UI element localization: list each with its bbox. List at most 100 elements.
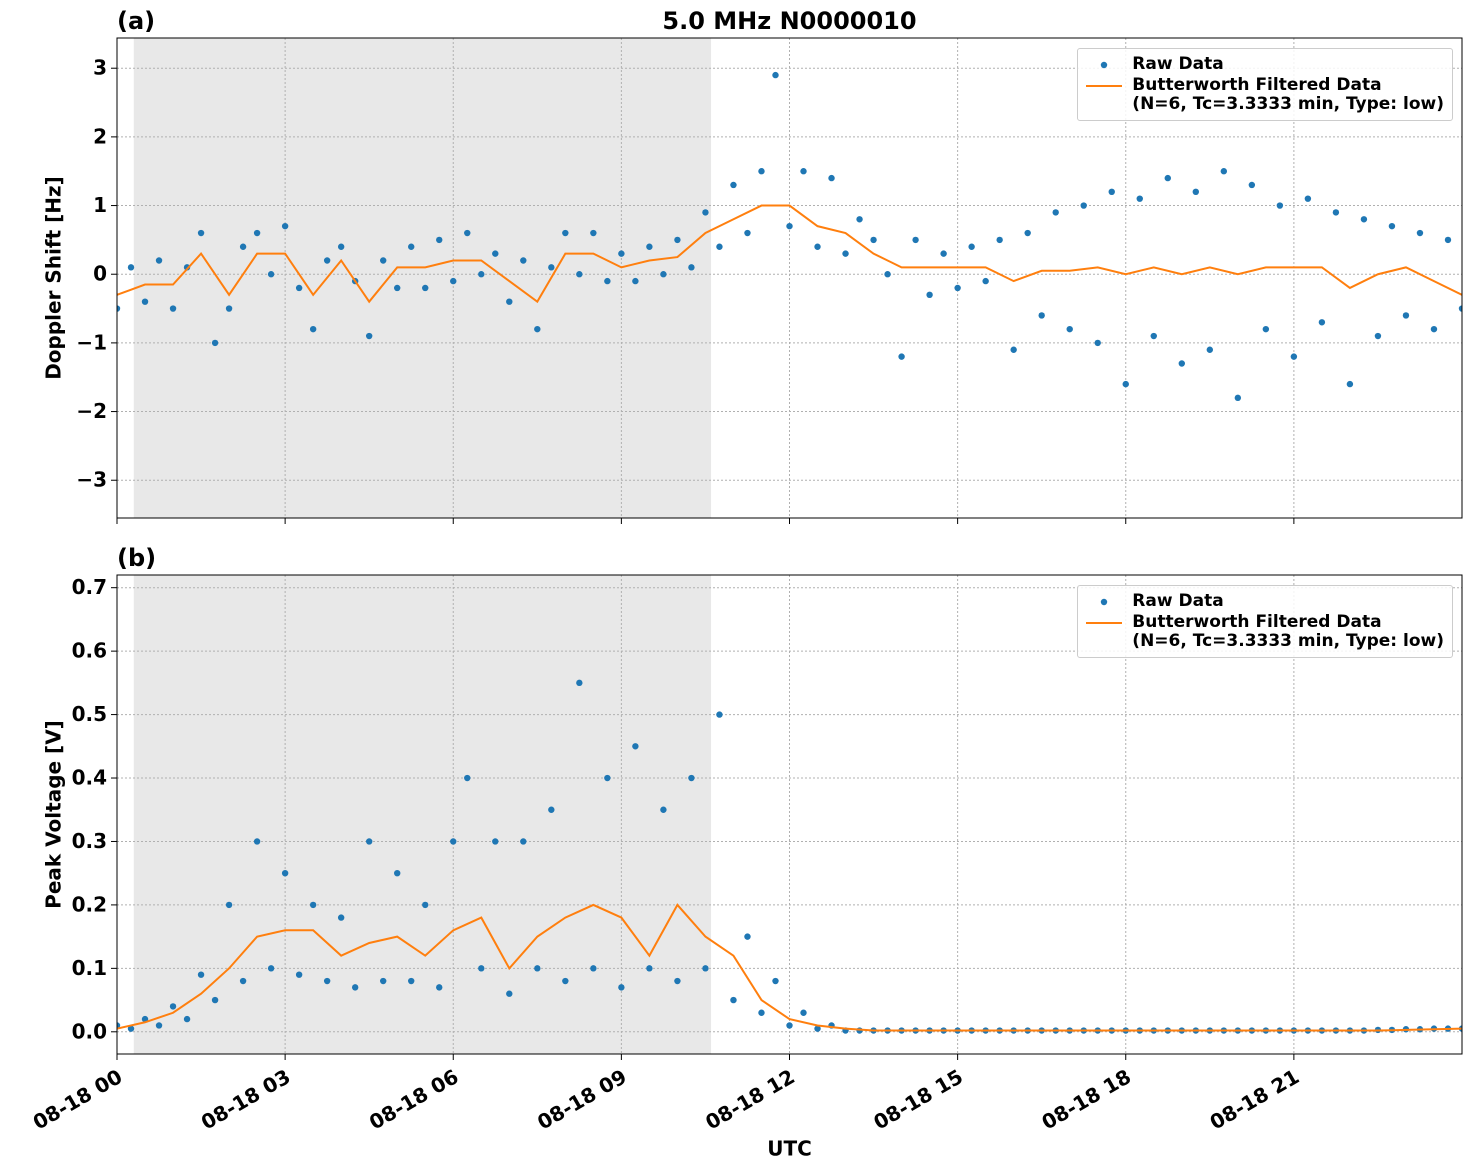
raw-point	[155, 257, 163, 264]
raw-point	[660, 806, 667, 813]
raw-point	[408, 243, 415, 250]
x-tick-label: 08-18 03	[197, 1064, 295, 1134]
raw-point	[239, 243, 247, 250]
raw-point	[225, 305, 233, 312]
raw-point	[520, 838, 527, 845]
legend: Raw Data Butterworth Filtered Data (N=6, …	[1077, 585, 1453, 658]
raw-point	[281, 869, 289, 877]
y-tick-label: −2	[76, 399, 107, 423]
legend: Raw Data Butterworth Filtered Data (N=6, …	[1077, 48, 1453, 121]
raw-point	[450, 277, 457, 285]
raw-point	[450, 838, 457, 845]
raw-point	[253, 229, 261, 237]
raw-point	[842, 250, 849, 257]
raw-point	[702, 209, 709, 216]
legend-key	[1101, 61, 1108, 69]
raw-point	[772, 977, 779, 985]
raw-point	[183, 264, 191, 271]
raw-point	[926, 291, 933, 299]
raw-point	[618, 250, 625, 257]
raw-point	[828, 174, 835, 182]
filtered-line	[117, 903, 1462, 1032]
raw-point	[365, 332, 373, 340]
legend-label: Raw Data	[1132, 54, 1224, 74]
y-tick-label: 0.2	[72, 892, 107, 916]
raw-point	[688, 774, 695, 782]
y-tick-label: −1	[76, 330, 107, 354]
raw-point	[422, 901, 429, 909]
raw-point	[716, 243, 723, 250]
raw-point	[183, 1015, 191, 1023]
raw-point	[225, 901, 233, 909]
raw-point	[590, 965, 597, 972]
raw-point	[464, 774, 471, 782]
legend-label: Butterworth Filtered Data (N=6, Tc=3.333…	[1132, 75, 1444, 114]
raw-point	[562, 977, 569, 985]
raw-point	[884, 271, 891, 278]
raw-point	[323, 977, 331, 985]
x-tick-label: 08-18 21	[1206, 1064, 1304, 1134]
y-tick-label: 0.0	[72, 1019, 107, 1043]
legend-entry: Butterworth Filtered Data (N=6, Tc=3.333…	[1086, 613, 1444, 651]
raw-point	[379, 977, 387, 985]
raw-point	[562, 229, 569, 237]
raw-point	[786, 222, 793, 230]
shaded-region	[133, 38, 712, 518]
raw-point	[1136, 195, 1143, 202]
axes-frame	[116, 574, 1463, 1055]
raw-point	[968, 243, 975, 250]
raw-point	[940, 250, 947, 257]
raw-point	[1206, 346, 1214, 353]
raw-point	[1346, 380, 1354, 388]
raw-point	[295, 284, 303, 292]
raw-point	[674, 977, 681, 985]
raw-point	[436, 984, 443, 991]
legend-key	[1086, 85, 1123, 87]
raw-point	[1192, 188, 1200, 196]
x-tick-label: 08-18 15	[869, 1064, 967, 1134]
raw-point	[117, 305, 121, 312]
raw-point	[1178, 360, 1185, 367]
raw-point	[716, 711, 723, 718]
x-tick-label: 08-18 12	[701, 1064, 799, 1134]
raw-point	[478, 965, 485, 972]
legend-marker	[1101, 61, 1108, 69]
raw-point	[492, 250, 499, 257]
raw-point	[169, 1003, 177, 1010]
raw-point	[281, 222, 289, 230]
raw-point	[982, 277, 989, 285]
raw-point	[1402, 312, 1410, 319]
raw-point	[996, 236, 1003, 244]
raw-point	[744, 229, 751, 237]
raw-point	[1458, 305, 1462, 312]
raw-point	[618, 984, 625, 991]
y-tick-label: 0.1	[72, 956, 107, 980]
raw-point	[548, 806, 555, 813]
raw-point	[1010, 346, 1017, 353]
legend-label: Raw Data	[1132, 591, 1224, 611]
raw-point	[506, 990, 513, 997]
chart-title: 5.0 MHz N0000010	[662, 7, 916, 35]
raw-point	[267, 965, 275, 972]
raw-point	[1052, 209, 1059, 216]
x-tick-label: 08-18 06	[365, 1064, 463, 1134]
raw-point	[674, 236, 681, 244]
raw-point	[730, 996, 737, 1004]
raw-point	[576, 679, 583, 687]
panel-label: (b)	[117, 544, 156, 572]
raw-point	[1094, 339, 1101, 347]
legend-key	[1101, 598, 1108, 606]
y-tick-label: 0.4	[72, 766, 107, 790]
legend-key	[1086, 622, 1123, 624]
raw-point	[856, 216, 863, 223]
raw-point	[702, 965, 709, 972]
raw-point	[800, 168, 807, 175]
raw-point	[1220, 168, 1228, 175]
raw-point	[1164, 174, 1171, 182]
raw-point	[1276, 202, 1284, 209]
raw-point	[1304, 195, 1312, 202]
raw-point	[422, 284, 429, 292]
raw-point	[646, 243, 653, 250]
